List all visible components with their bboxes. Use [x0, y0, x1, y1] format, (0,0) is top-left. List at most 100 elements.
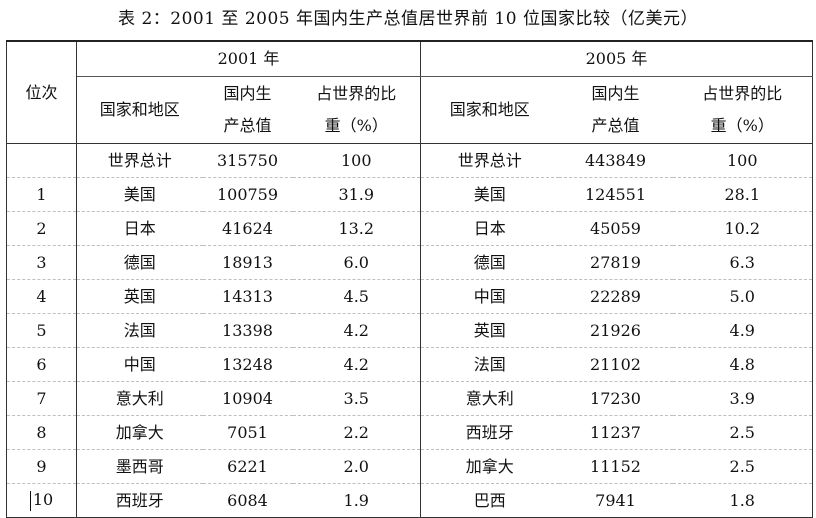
header-gdp-2005: 国内生 产总值	[559, 77, 673, 144]
table-row: 1 美国 100759 31.9 美国 124551 28.1	[6, 177, 813, 212]
gdp-2005-cell: 21102	[558, 347, 673, 382]
country-2001-cell: 墨西哥	[76, 449, 203, 484]
gdp-2001-cell: 6221	[202, 449, 293, 484]
country-2001-cell: 世界总计	[76, 143, 203, 178]
gdp-comparison-table: 位次 2001 年 2005 年 国家和地区 国内生 产总值 占世界的比 重（%…	[6, 40, 813, 518]
share-2001-cell: 4.2	[292, 347, 421, 382]
header-country-2001: 国家和地区	[99, 100, 180, 120]
header-country-2005: 国家和地区	[449, 100, 530, 120]
country-2001-cell: 加拿大	[76, 415, 203, 450]
gdp-2001-cell: 14313	[202, 279, 293, 314]
header-rank: 位次	[6, 40, 77, 144]
share-2001-cell: 1.9	[292, 483, 421, 518]
country-2001-cell: 法国	[76, 313, 203, 348]
gdp-2001-cell: 13248	[202, 347, 293, 382]
share-2005-cell: 1.8	[672, 483, 813, 518]
country-2005-cell: 美国	[420, 177, 559, 212]
header-share-line2: 重（%）	[710, 116, 774, 135]
share-2005-cell: 10.2	[672, 211, 813, 246]
rank-cell: 3	[6, 245, 77, 280]
country-2005-cell: 德国	[420, 245, 559, 280]
table-row: 世界总计 315750 100 世界总计 443849 100	[6, 143, 813, 178]
country-2005-cell: 中国	[420, 279, 559, 314]
gdp-2005-cell: 124551	[558, 177, 673, 212]
gdp-2001-cell: 7051	[202, 415, 293, 450]
share-2001-cell: 4.2	[292, 313, 421, 348]
gdp-2005-cell: 22289	[558, 279, 673, 314]
country-2005-cell: 世界总计	[420, 143, 559, 178]
rank-cell: 7	[6, 381, 77, 416]
table-row: 5 法国 13398 4.2 英国 21926 4.9	[6, 313, 813, 348]
share-2005-cell: 100	[672, 143, 813, 178]
share-2001-cell: 13.2	[292, 211, 421, 246]
header-share-line1: 占世界的比	[702, 84, 783, 103]
country-2005-cell: 日本	[420, 211, 559, 246]
gdp-2001-cell: 315750	[202, 143, 293, 178]
country-2001-cell: 英国	[76, 279, 203, 314]
country-2005-cell: 英国	[420, 313, 559, 348]
gdp-2005-cell: 27819	[558, 245, 673, 280]
rank-cell: 4	[6, 279, 77, 314]
rank-cell: 2	[6, 211, 77, 246]
share-2005-cell: 28.1	[672, 177, 813, 212]
gdp-2001-cell: 6084	[202, 483, 293, 518]
table-row: 6 中国 13248 4.2 法国 21102 4.8	[6, 347, 813, 382]
header-row-years: 位次 2001 年 2005 年	[6, 40, 813, 144]
country-2001-cell: 德国	[76, 245, 203, 280]
table-body: 位次 2001 年 2005 年 国家和地区 国内生 产总值 占世界的比 重（%…	[6, 40, 813, 518]
header-gdp-line1: 国内生	[591, 84, 640, 103]
table-row: 8 加拿大 7051 2.2 西班牙 11237 2.5	[6, 415, 813, 450]
share-2005-cell: 5.0	[672, 279, 813, 314]
header-share-2005: 占世界的比 重（%）	[672, 76, 813, 144]
country-2005-cell: 加拿大	[420, 449, 559, 484]
header-share-line2: 重（%）	[324, 116, 388, 135]
country-2001-cell: 美国	[76, 177, 203, 212]
country-2001-cell: 中国	[76, 347, 203, 382]
header-gdp-line2: 产总值	[591, 116, 640, 135]
rank-cell: 9	[6, 449, 77, 484]
header-gdp-line2: 产总值	[223, 116, 272, 135]
country-2001-cell: 西班牙	[76, 483, 203, 518]
share-2001-cell: 4.5	[292, 279, 421, 314]
country-2001-cell: 日本	[76, 211, 203, 246]
share-2005-cell: 4.8	[672, 347, 813, 382]
share-2005-cell: 6.3	[672, 245, 813, 280]
gdp-2005-cell: 11152	[558, 449, 673, 484]
gdp-2005-cell: 7941	[558, 483, 673, 518]
country-2005-cell: 巴西	[420, 483, 559, 518]
gdp-2001-cell: 100759	[202, 177, 293, 212]
rank-cell: 10	[6, 483, 77, 518]
table-row: 4 英国 14313 4.5 中国 22289 5.0	[6, 279, 813, 314]
gdp-2005-cell: 17230	[558, 381, 673, 416]
gdp-2005-cell: 11237	[558, 415, 673, 450]
share-2005-cell: 2.5	[672, 449, 813, 484]
rank-cell: 8	[6, 415, 77, 450]
header-gdp-line1: 国内生	[223, 84, 272, 103]
header-share-2001: 占世界的比 重（%）	[292, 76, 421, 144]
rank-cell	[6, 143, 77, 178]
share-2001-cell: 2.0	[292, 449, 421, 484]
table-row: 9 墨西哥 6221 2.0 加拿大 11152 2.5	[6, 449, 813, 484]
text-cursor	[29, 490, 31, 511]
rank-cell: 1	[6, 177, 77, 212]
header-share-line1: 占世界的比	[316, 84, 397, 103]
share-2005-cell: 2.5	[672, 415, 813, 450]
table-row: 2 日本 41624 13.2 日本 45059 10.2	[6, 211, 813, 246]
gdp-2001-cell: 13398	[202, 313, 293, 348]
header-year-2005: 2005 年	[420, 40, 813, 77]
header-row-columns: 国家和地区 国内生 产总值 占世界的比 重（%） 国家和地区 国内生 产总值 占…	[7, 76, 813, 144]
share-2001-cell: 100	[292, 143, 421, 178]
country-2005-cell: 西班牙	[420, 415, 559, 450]
share-2001-cell: 6.0	[292, 245, 421, 280]
gdp-2005-cell: 443849	[558, 143, 673, 178]
share-2005-cell: 4.9	[672, 313, 813, 348]
table-caption: 表 2：2001 至 2005 年国内生产总值居世界前 10 位国家比较（亿美元…	[118, 9, 698, 29]
header-year-2001: 2001 年	[76, 40, 421, 77]
gdp-2001-cell: 18913	[202, 245, 293, 280]
country-2005-cell: 意大利	[420, 381, 559, 416]
rank-cell: 5	[6, 313, 77, 348]
header-gdp-2001: 国内生 产总值	[203, 77, 293, 144]
table-row: 3 德国 18913 6.0 德国 27819 6.3	[6, 245, 813, 280]
table-row: 7 意大利 10904 3.5 意大利 17230 3.9	[6, 381, 813, 416]
country-2001-cell: 意大利	[76, 381, 203, 416]
